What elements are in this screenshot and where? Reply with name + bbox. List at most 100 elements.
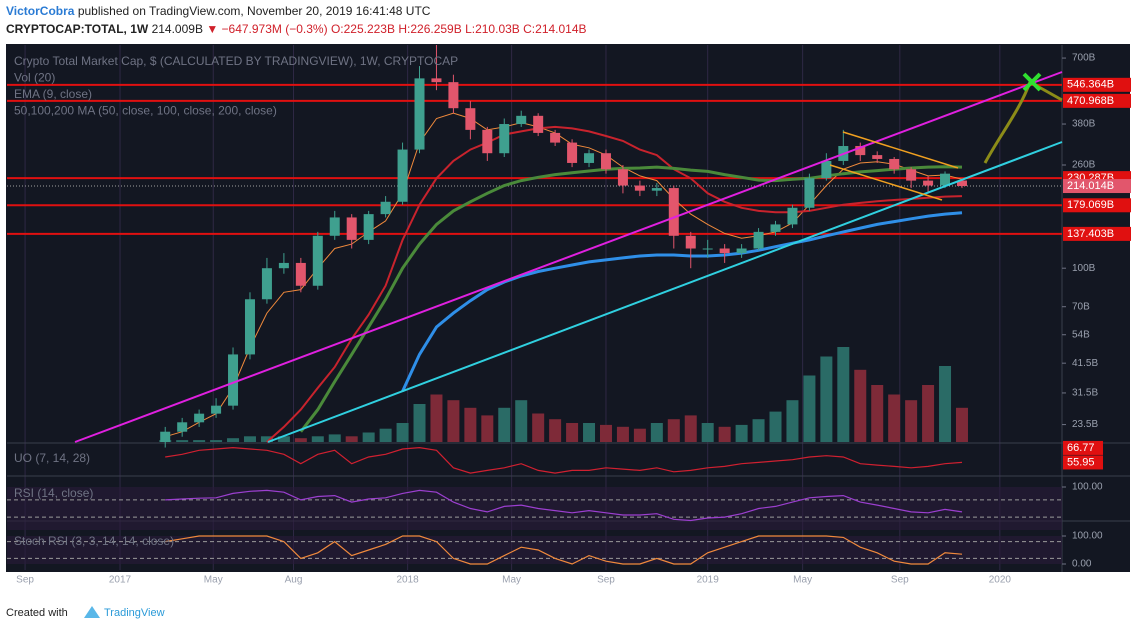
last-price-tag — [1063, 179, 1131, 194]
candle-body — [617, 169, 628, 186]
y-tick-label: 23.5B — [1072, 419, 1098, 430]
last-price-label: 214.014B — [1067, 180, 1114, 192]
volume-bar — [803, 375, 816, 442]
candle-body — [940, 173, 951, 186]
volume-bar — [549, 419, 562, 442]
volume-bar — [769, 411, 782, 442]
moving-average — [299, 165, 963, 433]
channel-line — [829, 164, 943, 201]
volume-bar — [193, 440, 206, 442]
x-tick-label: May — [793, 575, 812, 586]
volume-bar — [260, 436, 273, 442]
candle-body — [431, 78, 442, 83]
uo-line — [165, 446, 963, 474]
candle-body — [600, 153, 611, 170]
y-tick-label: 0.00 — [1072, 559, 1092, 570]
candle-body — [261, 268, 272, 300]
candle-body — [160, 431, 171, 442]
candle-body — [906, 169, 917, 181]
x-tick-label: May — [204, 575, 223, 586]
y-tick-label: 41.5B — [1072, 358, 1098, 369]
published: published on TradingView.com, November 2… — [78, 4, 431, 18]
level-label: 546.364B — [1067, 79, 1114, 91]
candle-body — [211, 405, 222, 414]
x-tick-label: Sep — [597, 575, 615, 586]
candle-body — [397, 149, 408, 202]
change: ▼ −647.973M (−0.3%) — [206, 22, 327, 36]
level-label: 470.968B — [1067, 95, 1114, 107]
level-tag — [1063, 226, 1131, 241]
y-tick-label: 700B — [1072, 53, 1096, 64]
volume-bar — [701, 423, 714, 442]
candle-body — [719, 248, 730, 254]
y-tick-label: 100.00 — [1072, 531, 1103, 542]
candle-body — [228, 354, 239, 406]
panel-label: Stoch RSI (3, 3, 14, 14, close) — [14, 534, 174, 548]
volume-bar — [294, 438, 307, 442]
volume-bar — [616, 426, 629, 442]
author[interactable]: VictorCobra — [6, 4, 75, 18]
x-tick-label: Sep — [16, 575, 34, 586]
panel-label: RSI (14, close) — [14, 486, 93, 500]
volume-bar — [464, 407, 477, 442]
volume-bar — [481, 415, 494, 442]
footer-created: Created with — [6, 607, 68, 619]
y-tick-label: 54B — [1072, 329, 1090, 340]
candle-body — [702, 248, 713, 250]
candle-body — [533, 115, 544, 133]
volume-bar — [939, 366, 952, 442]
volume-bar — [243, 436, 256, 442]
candle-body — [685, 235, 696, 249]
legend-entry: EMA (9, close) — [14, 87, 92, 101]
candle-body — [855, 146, 866, 156]
level-label: 179.069B — [1067, 199, 1114, 211]
low: L:210.03B — [465, 22, 520, 36]
level-tag — [1063, 93, 1131, 108]
volume-bar — [362, 432, 375, 442]
legend-entry: Crypto Total Market Cap, $ (CALCULATED B… — [14, 54, 458, 68]
candle-body — [668, 188, 679, 236]
volume-bar — [515, 400, 528, 442]
y-tick-label: 100B — [1072, 263, 1096, 274]
symbol-line: CRYPTOCAP:TOTAL, 1W 214.009B ▼ −647.973M… — [6, 22, 587, 36]
target-mark — [1022, 72, 1042, 92]
symbol: CRYPTOCAP:TOTAL, 1W — [6, 22, 149, 36]
candle-body — [787, 207, 798, 225]
x-tick-label: 2020 — [989, 575, 1012, 586]
level-tag — [1063, 77, 1131, 92]
candle-body — [516, 115, 527, 125]
candle-body — [872, 155, 883, 159]
brand-logo — [84, 606, 100, 618]
candle-body — [923, 180, 934, 186]
stoch-line — [165, 535, 963, 565]
candle-body — [956, 180, 967, 187]
high: H:226.259B — [398, 22, 461, 36]
chart-area — [6, 44, 1130, 572]
volume-bar — [227, 438, 240, 442]
moving-average — [266, 125, 963, 443]
footer-brand[interactable]: TradingView — [104, 607, 165, 619]
value-label: 55.95 — [1067, 456, 1095, 468]
volume-bar — [498, 407, 511, 442]
volume-bar — [820, 356, 833, 442]
volume-bar — [277, 436, 290, 442]
candle-body — [329, 217, 340, 236]
publish-line: VictorCobra published on TradingView.com… — [6, 4, 431, 18]
legend-entry: Vol (20) — [14, 71, 55, 85]
x-tick-label: Sep — [891, 575, 909, 586]
volume-bar — [430, 394, 443, 442]
candle-body — [346, 217, 357, 240]
candle-body — [278, 262, 289, 269]
volume-bar — [837, 347, 850, 442]
value-tag — [1063, 455, 1103, 470]
value-label: 66.77 — [1067, 442, 1095, 454]
legend: UO (7, 14, 28) RSI (14, close) Stoch RSI (… — [14, 54, 458, 548]
candle-body — [736, 248, 747, 254]
volume-bar — [176, 440, 189, 442]
volume-bar — [786, 400, 799, 442]
volume-bar — [311, 436, 324, 442]
candle-body — [295, 262, 306, 286]
volume-bar — [532, 413, 545, 442]
rsi-line — [165, 489, 963, 522]
candle-body — [244, 299, 255, 355]
